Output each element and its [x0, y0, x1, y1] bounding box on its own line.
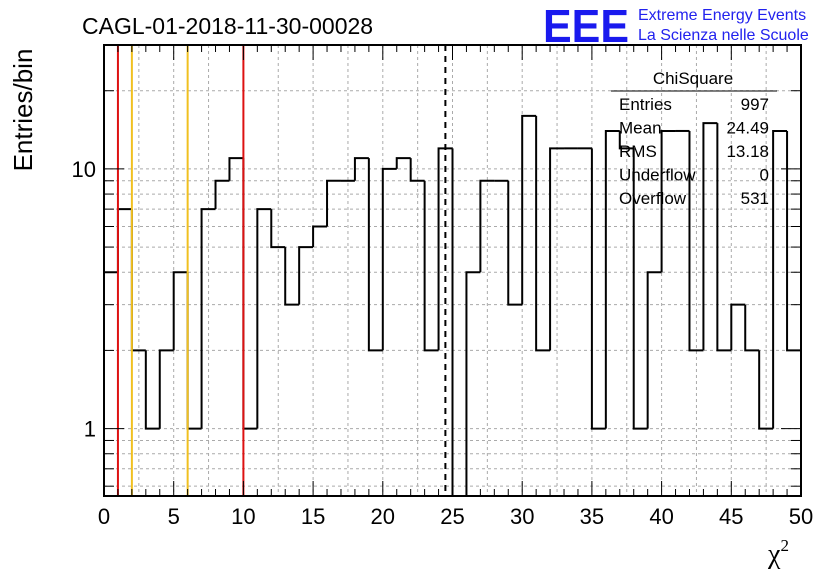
- x-tick-label: 30: [510, 504, 534, 529]
- histogram-bin: [409, 158, 425, 182]
- histogram-bin: [284, 247, 300, 306]
- x-axis-label: χ2: [767, 536, 789, 570]
- x-tick-label: 5: [168, 504, 180, 529]
- histogram-bin: [395, 157, 411, 169]
- x-tick-label: 50: [789, 504, 813, 529]
- histogram-bin: [353, 157, 369, 181]
- histogram-bin: [270, 209, 286, 249]
- y-tick-label: 1: [84, 417, 96, 442]
- histogram-bin: [451, 148, 467, 497]
- histogram-bin: [144, 350, 160, 430]
- x-tick-label: 45: [719, 504, 743, 529]
- eee-logo: EEE Extreme Energy Events La Scienza nel…: [543, 0, 809, 52]
- histogram-bin: [326, 179, 341, 227]
- logo-line-2: La Scienza nelle Scuole: [638, 27, 809, 44]
- histogram-bin: [172, 271, 188, 351]
- histogram-bin: [298, 246, 314, 305]
- histogram-bin: [228, 157, 244, 181]
- histogram-bin: [367, 158, 383, 352]
- histogram-bin: [256, 208, 272, 429]
- x-axis-label-base: χ: [767, 539, 781, 570]
- axes: 0 5 10 15 20 25 30 35 40 45 50 1 10: [72, 44, 813, 529]
- histogram-bin: [312, 225, 328, 248]
- x-tick-label: 35: [580, 504, 604, 529]
- stats-label: RMS: [619, 142, 657, 161]
- histogram-bin: [423, 180, 439, 352]
- histogram-bin: [604, 129, 620, 429]
- x-tick-label: 25: [440, 504, 464, 529]
- histogram-bin: [158, 349, 174, 429]
- histogram-bin: [632, 148, 648, 430]
- histogram-bin: [786, 130, 802, 496]
- stats-label: Entries: [619, 95, 672, 114]
- reference-lines: [116, 45, 447, 496]
- histogram-bin: [116, 208, 132, 273]
- x-tick-label: 20: [371, 504, 395, 529]
- histogram-bin: [242, 158, 258, 430]
- y-tick-label: 10: [72, 157, 96, 182]
- histogram-bin: [214, 179, 230, 210]
- histogram-bin: [730, 303, 746, 351]
- stats-title: ChiSquare: [653, 69, 733, 88]
- stats-value: 531: [741, 189, 769, 208]
- histogram-bin: [590, 148, 606, 430]
- eee-logo-mark: EEE: [543, 0, 629, 52]
- stats-box: ChiSquare Entries 997 Mean 24.49 RMS 13.18 Und…: [611, 69, 777, 208]
- histogram-bin: [437, 147, 453, 351]
- x-tick-label: 10: [231, 504, 255, 529]
- x-tick-label: 40: [649, 504, 673, 529]
- histogram-bin: [507, 180, 523, 306]
- histogram-bin: [200, 208, 216, 429]
- histogram-bin: [479, 179, 495, 273]
- histogram-bin: [465, 271, 481, 496]
- x-tick-label: 0: [98, 504, 110, 529]
- y-axis-label: Entries/bin: [8, 49, 38, 172]
- stats-value: 13.18: [726, 142, 769, 161]
- histogram-bin: [535, 115, 551, 352]
- logo-line-1: Extreme Energy Events: [638, 7, 806, 24]
- stats-label: Overflow: [619, 189, 687, 208]
- histogram-bin: [103, 271, 118, 496]
- stats-value: 24.49: [726, 119, 769, 138]
- histogram-bin: [716, 123, 732, 352]
- stats-value: 997: [741, 95, 769, 114]
- histogram-bin: [618, 130, 634, 150]
- chart-title: CAGL-01-2018-11-30-00028: [82, 13, 373, 39]
- histogram-bin: [744, 304, 760, 352]
- stats-label: Mean: [619, 119, 662, 138]
- stats-value: 0: [760, 166, 769, 185]
- histogram-bin: [646, 271, 662, 429]
- x-axis-label-sup: 2: [780, 536, 789, 555]
- histogram-bin: [772, 129, 788, 429]
- histogram-bin: [688, 130, 704, 352]
- stats-label: Underflow: [619, 166, 696, 185]
- x-tick-label: 15: [301, 504, 325, 529]
- histogram-bin: [521, 114, 537, 305]
- histogram-bin: [702, 122, 718, 351]
- histogram-bin: [660, 129, 676, 273]
- histogram-bin: [381, 167, 397, 351]
- histogram-bin: [549, 147, 565, 351]
- histogram-bin: [758, 350, 774, 430]
